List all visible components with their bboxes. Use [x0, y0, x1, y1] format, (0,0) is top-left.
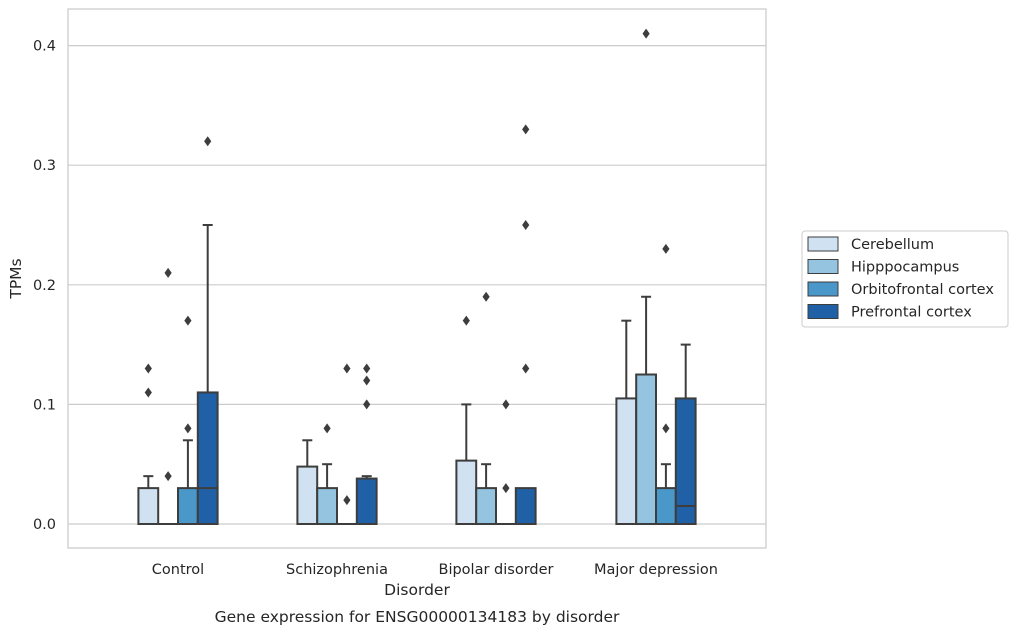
- outlier-point: [343, 363, 351, 374]
- box-body: [475, 487, 498, 525]
- box-cerebellum: [137, 363, 160, 525]
- y-axis-title: TPMs: [7, 258, 25, 299]
- outlier-point: [343, 495, 351, 506]
- gridlines: [68, 44, 766, 525]
- box-body: [655, 487, 677, 525]
- x-tick-label: Schizophrenia: [286, 562, 388, 578]
- box-body: [296, 465, 319, 526]
- y-axis-ticks: 0.0 0.1 0.2 0.3 0.4: [33, 39, 56, 533]
- box-body: [615, 397, 638, 526]
- box-body: [177, 487, 199, 525]
- legend-label: Orbitofrontal cortex: [851, 282, 994, 298]
- outlier-point: [144, 363, 152, 374]
- box-cerebellum: [615, 319, 638, 526]
- box-hipppocampus: [316, 423, 339, 525]
- box-body: [137, 487, 160, 525]
- plot-frame: [67, 8, 767, 549]
- y-tick-label: 0.4: [33, 39, 56, 55]
- box-body: [316, 487, 339, 525]
- legend-swatch: [807, 236, 839, 252]
- legend-frame: [801, 230, 1009, 328]
- box-hipppocampus: [475, 291, 498, 525]
- box-body: [674, 397, 697, 526]
- outlier-point: [462, 315, 470, 326]
- box-cerebellum: [296, 439, 319, 526]
- x-tick-label: Control: [152, 562, 204, 578]
- box-body: [455, 459, 478, 525]
- y-tick-label: 0.0: [33, 517, 56, 533]
- y-tick-label: 0.1: [33, 397, 56, 413]
- legend-label: Cerebellum: [851, 237, 934, 253]
- outlier-point: [522, 220, 530, 230]
- x-axis-ticks: Control Schizophrenia Bipolar disorder Majo…: [152, 562, 718, 578]
- x-tick-label: Major depression: [594, 562, 718, 578]
- outlier-point: [502, 483, 510, 494]
- box-layer: [137, 28, 697, 526]
- box-prefrontal-cortex: [355, 363, 378, 525]
- box-body: [355, 477, 378, 525]
- outlier-point: [662, 243, 670, 254]
- box-body: [196, 391, 219, 525]
- box-prefrontal-cortex: [674, 343, 697, 526]
- outlier-point: [522, 363, 530, 374]
- outlier-point: [204, 136, 212, 147]
- box-body: [635, 373, 658, 525]
- x-axis-title: Disorder: [384, 581, 450, 599]
- legend-swatch: [807, 281, 839, 297]
- box-orbitofrontal-cortex: [496, 399, 516, 525]
- outlier-point: [363, 363, 371, 374]
- outlier-point: [363, 399, 371, 410]
- outlier-point: [363, 375, 371, 386]
- box-body: [514, 487, 537, 525]
- y-tick-label: 0.2: [33, 278, 56, 294]
- box-orbitofrontal-cortex: [177, 315, 199, 525]
- outlier-point: [502, 399, 510, 410]
- legend-swatch: [807, 259, 839, 274]
- box-prefrontal-cortex: [196, 136, 219, 525]
- box-hipppocampus: [635, 28, 658, 525]
- outlier-point: [164, 267, 172, 278]
- legend: Cerebellum Hipppocampus Orbitofrontal cort…: [801, 230, 1009, 328]
- box-orbitofrontal-cortex: [337, 363, 357, 525]
- y-tick-label: 0.3: [33, 158, 56, 174]
- box-prefrontal-cortex: [514, 124, 537, 525]
- outlier-point: [482, 291, 490, 302]
- outlier-point: [662, 423, 670, 434]
- box-cerebellum: [455, 315, 478, 525]
- outlier-point: [144, 387, 152, 398]
- outlier-point: [184, 315, 192, 326]
- legend-label: Hipppocampus: [851, 260, 959, 276]
- box-hipppocampus: [158, 267, 178, 525]
- outlier-point: [522, 124, 530, 135]
- x-tick-label: Bipolar disorder: [439, 562, 554, 578]
- outlier-point: [642, 28, 650, 39]
- chart-caption: Gene expression for ENSG00000134183 by d…: [215, 608, 620, 626]
- legend-swatch: [807, 304, 839, 319]
- outlier-point: [164, 471, 172, 482]
- outlier-point: [184, 423, 192, 434]
- legend-label: Prefrontal cortex: [851, 305, 972, 321]
- box-orbitofrontal-cortex: [655, 243, 677, 525]
- outlier-point: [323, 423, 331, 434]
